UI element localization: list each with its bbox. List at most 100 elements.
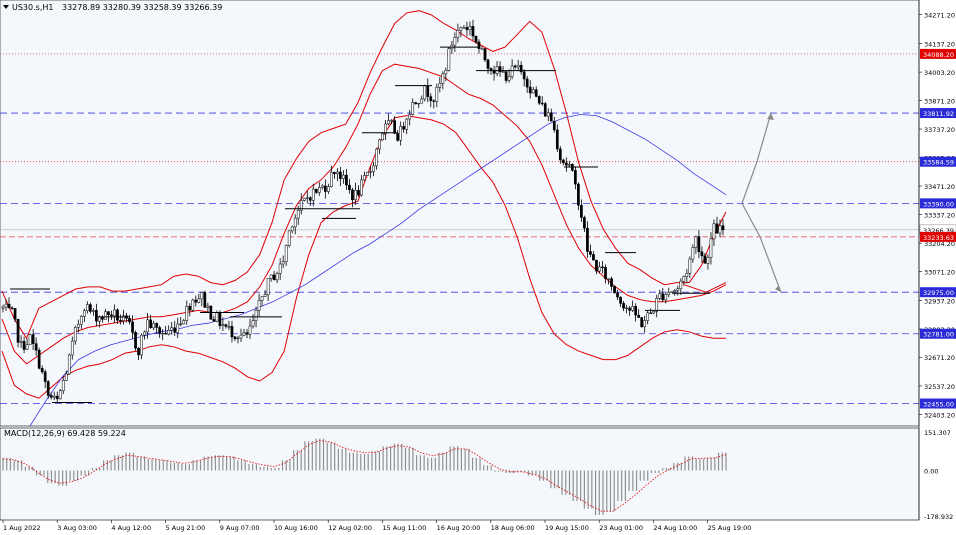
candle (287, 230, 291, 248)
candle (661, 287, 665, 302)
candle (408, 109, 412, 126)
candle (155, 322, 158, 334)
candle (447, 46, 451, 72)
candle (245, 328, 249, 339)
candle (619, 296, 622, 307)
time-tick-label: 19 Aug 15:00 (545, 524, 589, 532)
symbol-label: US30.s,H1 (12, 3, 53, 12)
candle (402, 121, 406, 133)
candle (420, 95, 424, 104)
macd-tick-label: 0.00 (924, 467, 938, 475)
candle (673, 288, 677, 296)
macd-tick-label: -178.932 (924, 513, 953, 521)
candle (46, 380, 50, 399)
price-badge-label: 33811.92 (923, 110, 954, 118)
triangle-down-icon[interactable] (3, 5, 9, 9)
arrow-down-icon (775, 285, 781, 293)
price-tick-label: 34271.20 (924, 12, 955, 20)
chart-header: US30.s,H1 33278.89 33280.39 33258.39 332… (3, 3, 222, 12)
candle (468, 21, 472, 36)
price-tick-label: 32403.20 (924, 412, 955, 420)
candle (200, 291, 204, 307)
price-badge (920, 198, 956, 209)
candle (82, 308, 86, 323)
price-badge-label: 33584.59 (923, 159, 954, 167)
price-tick-label: 33071.20 (924, 269, 955, 277)
candle (131, 315, 134, 339)
candle (149, 314, 152, 329)
candle (525, 75, 529, 93)
candle (354, 182, 357, 205)
candle (718, 219, 722, 238)
time-tick-label: 16 Aug 20:00 (437, 524, 481, 532)
candle (308, 196, 312, 206)
price-tick-label: 33471.20 (924, 183, 955, 191)
candle (378, 138, 381, 154)
price-badge (920, 328, 956, 339)
horizontal-segments (10, 46, 727, 403)
candle (239, 328, 243, 343)
candle (342, 170, 345, 184)
candle (333, 171, 336, 179)
arrow-up-icon (767, 113, 774, 121)
price-tick-label: 32537.20 (924, 383, 955, 391)
candle (643, 315, 647, 333)
candle (555, 124, 559, 152)
candle (474, 35, 478, 44)
price-axis: 34271.20 34137.20 34003.20 33871.20 33737.20… (918, 0, 956, 521)
candle (664, 293, 668, 304)
candle (263, 290, 267, 297)
time-tick-label: 12 Aug 02:00 (328, 524, 372, 532)
main-plot-area (0, 0, 920, 427)
price-badge (920, 287, 956, 298)
candle (574, 166, 577, 190)
candle (363, 171, 366, 182)
ohlc-readout: 33278.89 33280.39 33258.39 33266.39 (62, 3, 222, 12)
candle (161, 329, 165, 341)
candle (314, 188, 318, 195)
candle (143, 330, 146, 340)
projection-down-line (741, 203, 782, 293)
candle (34, 337, 38, 356)
candle (375, 147, 378, 170)
candle (568, 160, 571, 168)
horizontal-levels (0, 53, 919, 404)
candle (269, 274, 273, 282)
candle (399, 121, 403, 146)
candle (182, 318, 186, 325)
candle (528, 80, 532, 99)
time-tick-label: 25 Aug 19:00 (708, 524, 752, 532)
candle (70, 336, 74, 360)
price-tick-label: 32937.20 (924, 297, 955, 305)
candle (236, 336, 240, 344)
candle (336, 168, 339, 182)
time-tick-label: 15 Aug 11:00 (382, 524, 426, 532)
candle (670, 291, 674, 293)
candle (583, 215, 586, 233)
candle (601, 261, 604, 274)
price-badge (920, 231, 956, 242)
macd-plot-area (0, 427, 920, 521)
candle (694, 235, 698, 254)
price-badge (920, 108, 956, 119)
price-tick-label: 33871.20 (924, 97, 955, 105)
candle (170, 322, 174, 335)
bollinger-lower (1, 115, 726, 399)
candle (604, 264, 607, 284)
candle (444, 67, 448, 82)
candle (522, 69, 526, 87)
candle (462, 25, 466, 29)
candle (369, 166, 372, 179)
candle (266, 278, 270, 302)
candle (119, 314, 122, 325)
candle (706, 254, 710, 270)
candle (351, 187, 354, 208)
candle (435, 83, 439, 108)
candle (703, 253, 707, 264)
candle (676, 285, 680, 296)
candle (540, 96, 544, 106)
candle (712, 219, 716, 247)
candle (498, 61, 502, 77)
moving-average (29, 114, 727, 427)
